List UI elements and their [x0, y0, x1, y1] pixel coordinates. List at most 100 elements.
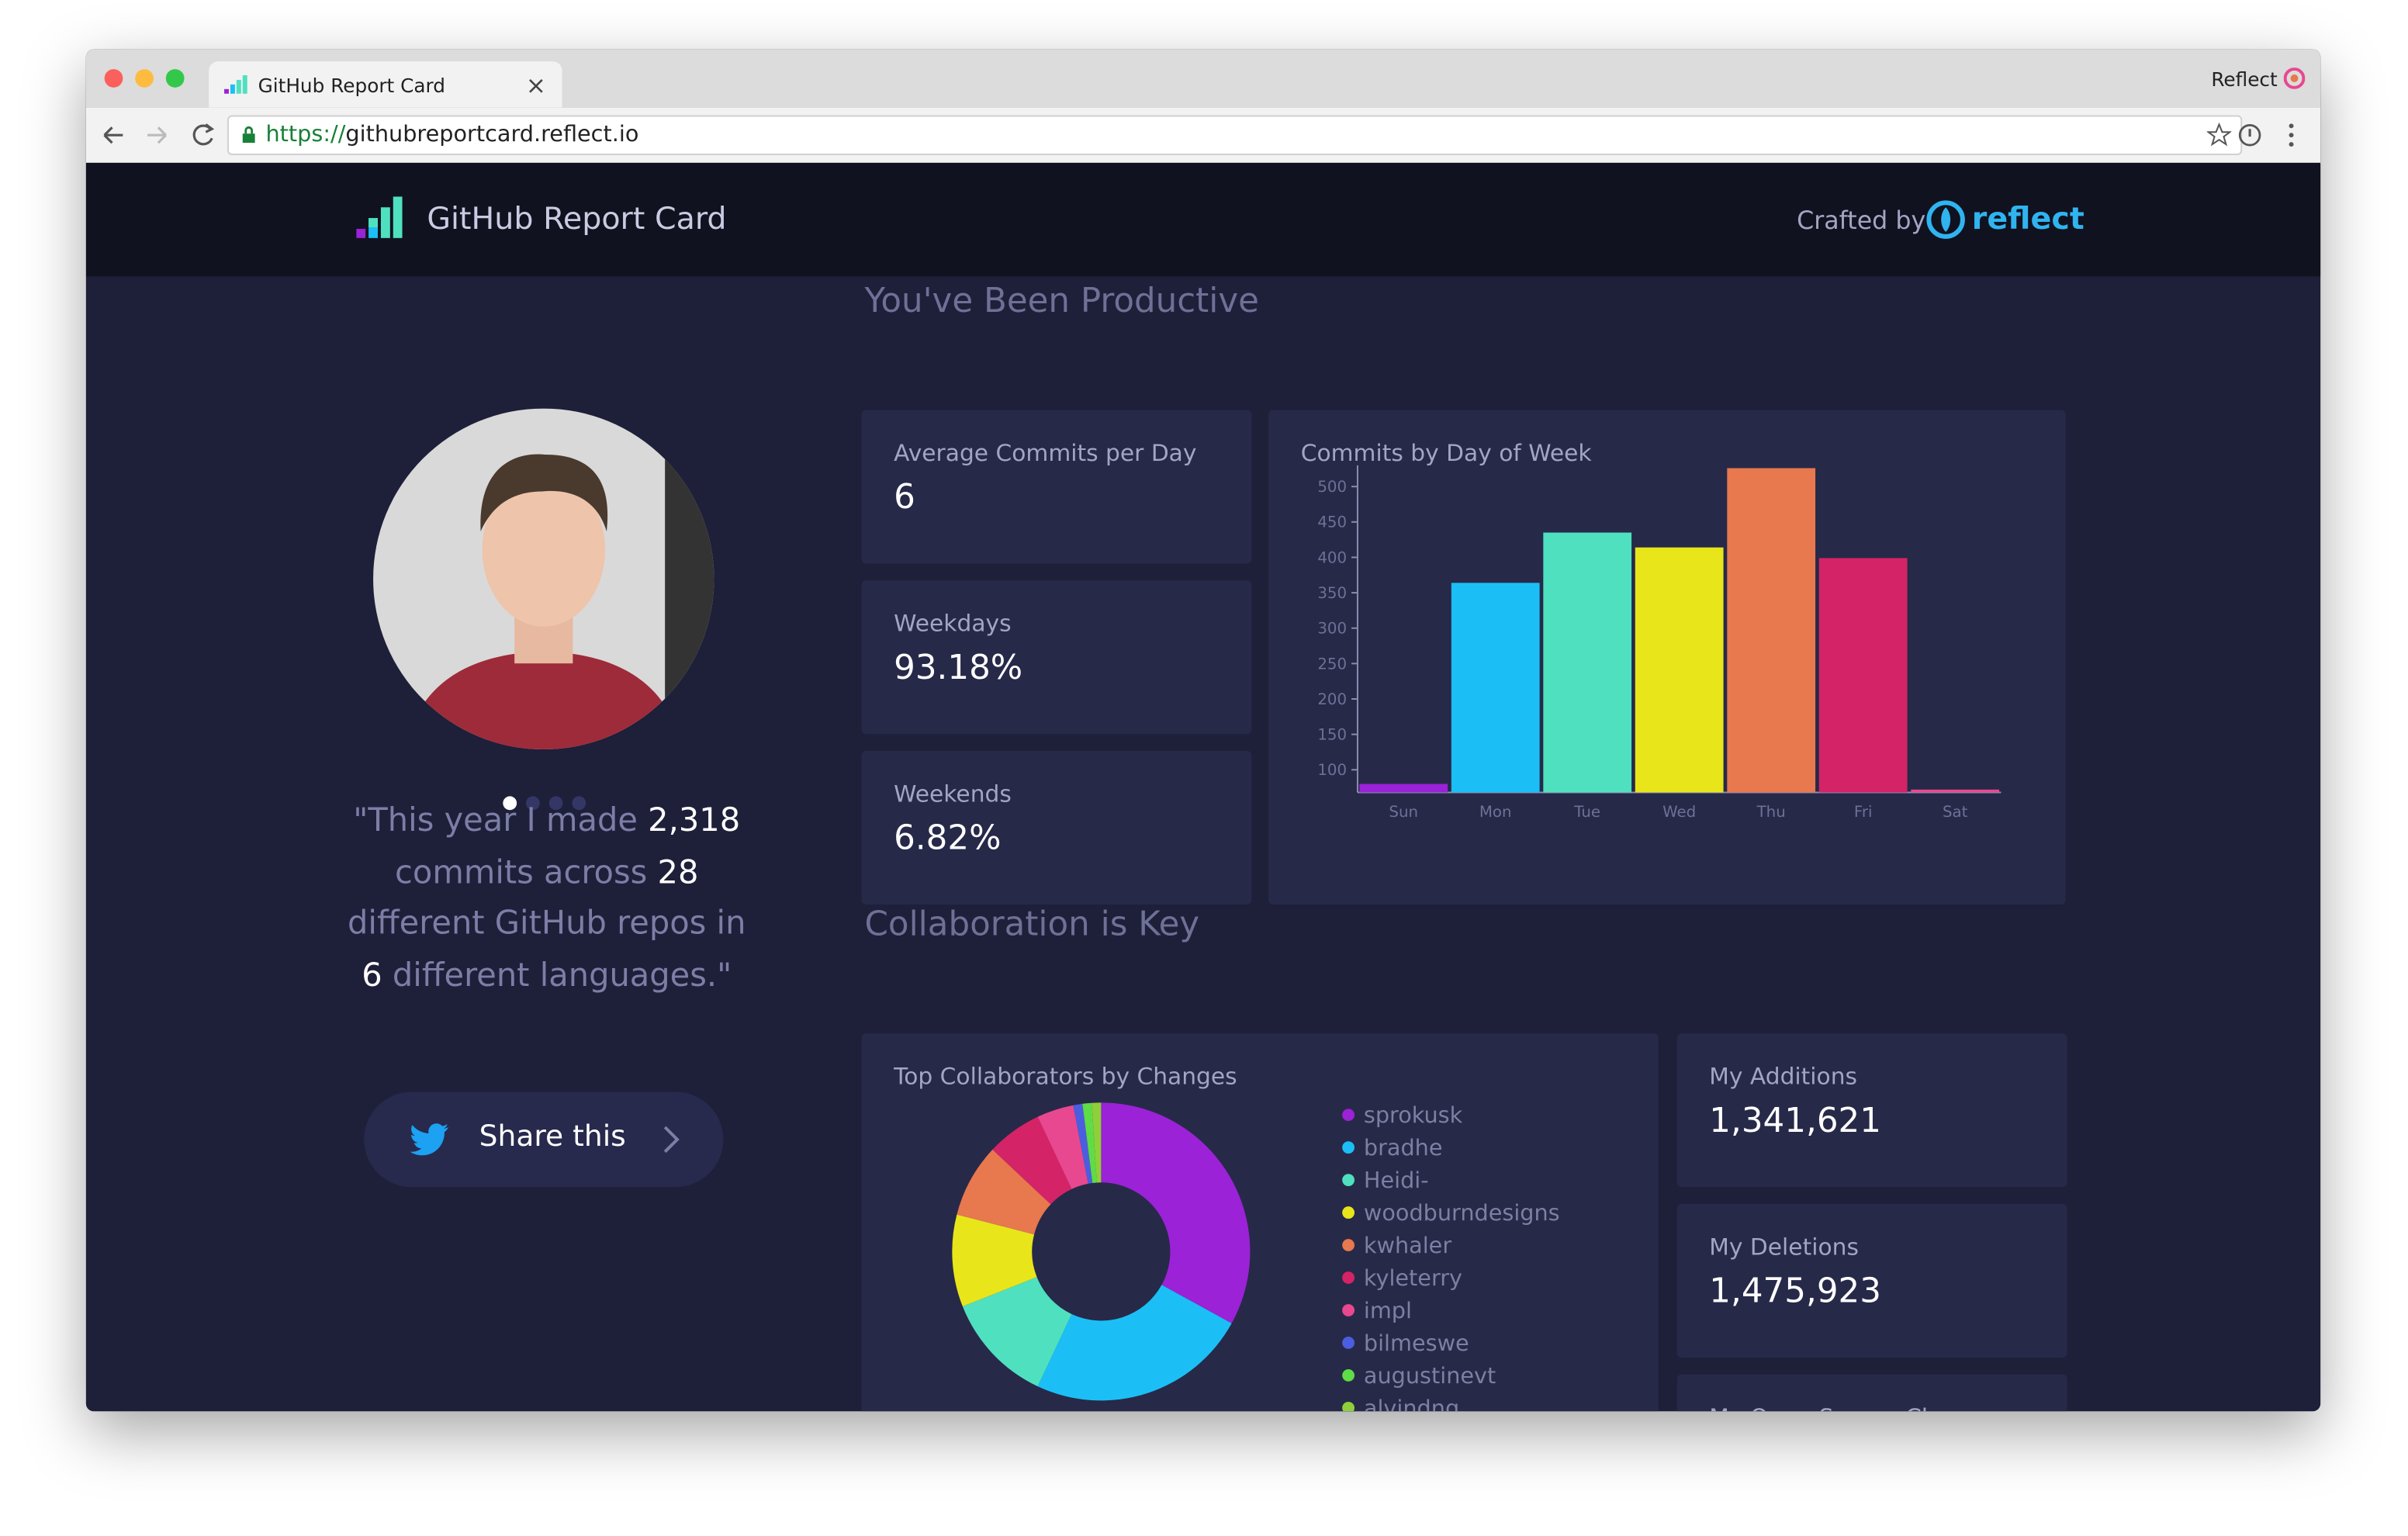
quote-number: 28: [657, 853, 699, 891]
y-tick-label: 500: [1317, 478, 1347, 496]
charts: 100 150 200 250 300 350 400 450 500 Sun Mon Tue Wed T…: [952, 465, 2001, 1412]
stat-label: Weekdays: [894, 609, 1012, 638]
tab-icon: [224, 75, 247, 94]
legend-label: sprokusk: [1364, 1102, 1463, 1128]
chart-title: Top Collaborators by Changes: [894, 1062, 1237, 1091]
x-tick-label: Tue: [1573, 803, 1600, 821]
tab-close[interactable]: [528, 78, 544, 94]
legend-swatch: [1342, 1401, 1355, 1412]
legend-swatch: [1342, 1141, 1355, 1154]
content: "This year I made 2,318 commits across 2…: [86, 276, 2320, 1412]
stat-card: Weekends 6.82%: [861, 751, 1252, 905]
stat-value: 6: [894, 479, 915, 518]
quote-text: commits across: [395, 853, 658, 891]
chevron: [663, 1126, 680, 1154]
carousel-dots[interactable]: [497, 792, 590, 814]
toolbar-icons[interactable]: [2234, 119, 2302, 150]
stat-value: 93.18%: [894, 649, 1023, 688]
pie-slice: [1037, 1105, 1088, 1189]
legend-label: augustinevt: [1364, 1362, 1496, 1389]
stat-label: Average Commits per Day: [894, 439, 1197, 467]
legend-label: kwhaler: [1364, 1232, 1451, 1258]
twitter-icon: [410, 1123, 449, 1156]
reflect-brand[interactable]: reflect: [1971, 199, 2085, 237]
y-tick-label: 350: [1317, 584, 1347, 602]
profile-photo: [373, 408, 714, 750]
url-scheme: https://: [265, 123, 346, 148]
site-title[interactable]: GitHub Report Card: [427, 199, 727, 237]
legend-swatch: [1342, 1206, 1355, 1219]
toolbar: https://githubreportcard.reflect.io: [85, 107, 2321, 164]
bar: [1635, 547, 1724, 793]
x-tick-label: Fri: [1854, 803, 1873, 821]
legend-swatch: [1342, 1369, 1355, 1382]
quote-text: "This year I made: [353, 801, 649, 839]
stat-label: Weekends: [894, 780, 1012, 808]
bar: [1727, 468, 1816, 793]
quote-number: 6: [362, 956, 382, 993]
x-tick-label: Mon: [1479, 803, 1512, 821]
url-host: githubreportcard.reflect.io: [345, 123, 639, 148]
legend-label: alvindng: [1364, 1395, 1459, 1411]
tab[interactable]: GitHub Report Card: [209, 61, 562, 108]
legend-label: Heidi-: [1364, 1167, 1429, 1193]
legend-swatch: [1342, 1174, 1355, 1187]
share-button[interactable]: Share this: [364, 1091, 724, 1188]
address-bar[interactable]: https://githubreportcard.reflect.io: [227, 115, 2243, 155]
tab-title: GitHub Report Card: [258, 74, 445, 97]
pie-slice: [1101, 1102, 1251, 1323]
legend-label: woodburndesigns: [1364, 1199, 1560, 1226]
y-tick-label: 150: [1317, 726, 1347, 744]
site-header: GitHub Report Card Crafted by reflect: [85, 162, 2321, 277]
chart-title: Commits by Day of Week: [1300, 439, 1592, 467]
tab-bar: GitHub Report Card Reflect: [85, 49, 2321, 108]
legend-swatch: [1342, 1304, 1355, 1316]
bar: [1359, 784, 1448, 793]
bar: [1451, 583, 1540, 793]
browser-window: GitHub Report Card Reflect https://githu…: [85, 49, 2321, 1412]
bar: [1911, 789, 2000, 793]
stat-card: My Open Source Changes48,721: [1676, 1374, 2067, 1412]
y-tick-label: 100: [1317, 761, 1347, 779]
pie-slice: [1082, 1102, 1097, 1183]
stat-value: 6.82%: [894, 820, 1002, 859]
lock-icon: [242, 126, 255, 144]
y-tick-label: 450: [1317, 514, 1347, 531]
reflect-logo[interactable]: [1925, 199, 1965, 239]
pie-slice: [1037, 1285, 1232, 1401]
pie-slice: [957, 1149, 1051, 1235]
share-label: Share this: [479, 1119, 626, 1154]
legend-label: bilmeswe: [1364, 1330, 1469, 1356]
stat-label: My Additions: [1709, 1062, 1858, 1091]
legend-swatch: [1342, 1109, 1355, 1122]
stat-card: My Deletions 1,475,923: [1676, 1204, 2067, 1358]
pie-slice: [952, 1214, 1037, 1307]
nav-buttons[interactable]: [99, 119, 221, 150]
legend-swatch: [1342, 1337, 1355, 1349]
profile-name[interactable]: Reflect: [2211, 67, 2278, 91]
y-tick-label: 200: [1317, 690, 1347, 708]
window-controls[interactable]: [86, 49, 209, 107]
quote-text: different GitHub repos in: [348, 904, 746, 942]
pie-slice: [962, 1277, 1072, 1387]
legend-swatch: [1342, 1271, 1355, 1284]
stat-label: My Deletions: [1709, 1233, 1859, 1261]
pie-slice: [1092, 1102, 1102, 1183]
bar: [1818, 558, 1908, 793]
stat-card: Weekdays 93.18%: [861, 580, 1252, 735]
stat-label: My Open Source Changes: [1709, 1403, 2005, 1411]
stat-card: Average Commits per Day 6: [861, 410, 1252, 564]
bookmark-star[interactable]: [2206, 123, 2232, 147]
url: https://githubreportcard.reflect.io: [265, 116, 638, 154]
profile-icon[interactable]: [2283, 67, 2306, 89]
quote: "This year I made 2,318 commits across 2…: [339, 795, 753, 1001]
legend-label: bradhe: [1364, 1134, 1443, 1161]
x-tick-label: Sat: [1943, 803, 1968, 821]
quote-text: different languages.": [382, 956, 732, 993]
crafted-by: Crafted by: [1797, 206, 1926, 235]
pie-slice: [1073, 1103, 1093, 1184]
legend-swatch: [1342, 1239, 1355, 1251]
y-tick-label: 400: [1317, 548, 1347, 566]
